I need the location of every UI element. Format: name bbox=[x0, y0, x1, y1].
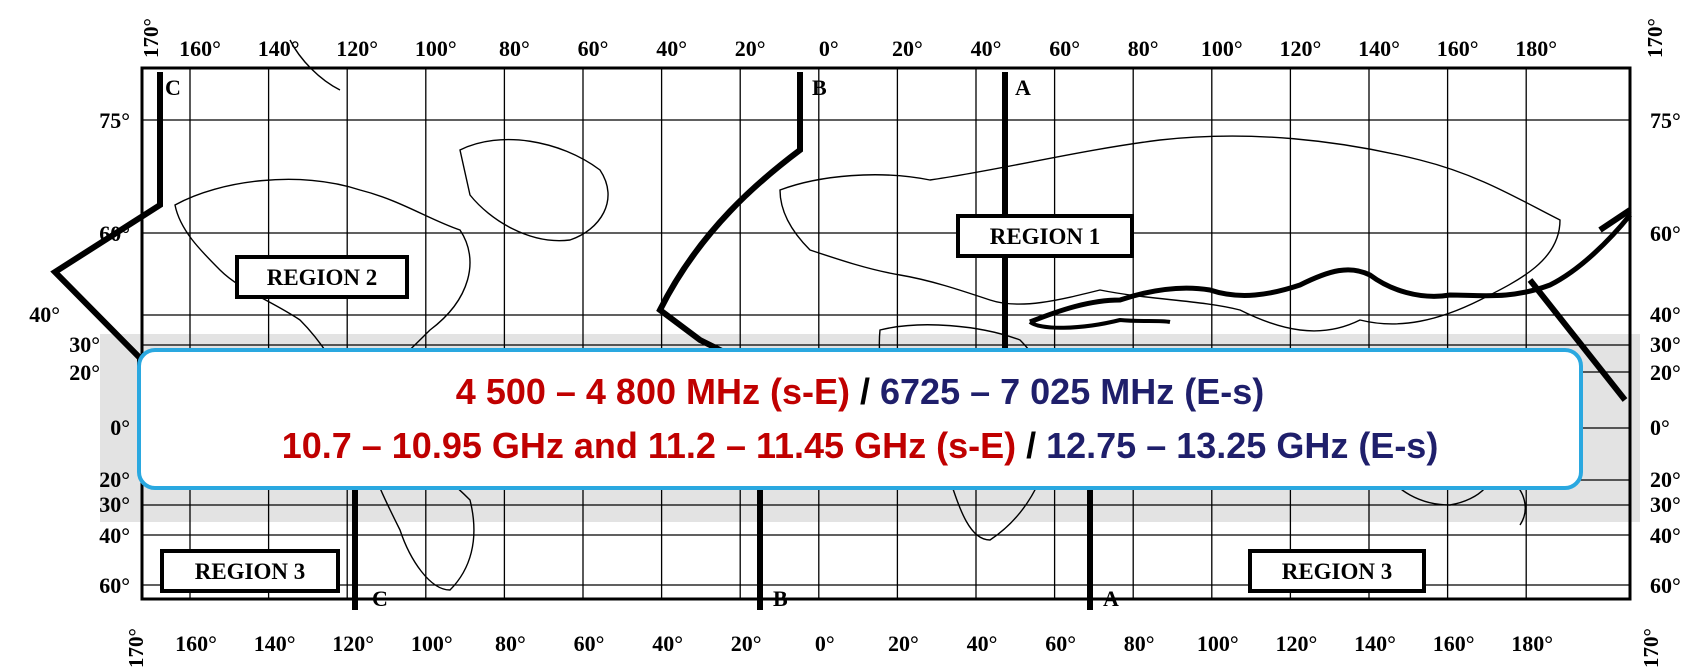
uplink-band-c: 6725 – 7 025 MHz (E-s) bbox=[880, 371, 1265, 412]
longitude-tick-label: 180° bbox=[1511, 631, 1553, 656]
longitude-tick-label: 60° bbox=[574, 631, 605, 656]
right-latitude-labels: 75°60°40°30°20°0°20°30°40°60° bbox=[1650, 108, 1681, 598]
longitude-tick-label: 40° bbox=[652, 631, 683, 656]
latitude-tick-label: 40° bbox=[99, 523, 130, 548]
longitude-tick-label: 160° bbox=[1437, 36, 1479, 61]
boundary-line-b bbox=[656, 72, 803, 610]
region-3-right-label: REGION 3 bbox=[1282, 559, 1393, 584]
latitude-tick-label: 60° bbox=[1650, 573, 1681, 598]
longitude-tick-label: 0° bbox=[815, 631, 835, 656]
longitude-tick-label: 20° bbox=[735, 36, 766, 61]
downlink-band-ku: 10.7 – 10.95 GHz and 11.2 – 11.45 GHz (s… bbox=[281, 425, 1017, 466]
line-b-top-label: B bbox=[812, 75, 827, 100]
latitude-tick-label: 60° bbox=[99, 573, 130, 598]
callout-line-2: 10.7 – 10.95 GHz and 11.2 – 11.45 GHz (s… bbox=[282, 419, 1439, 473]
frequency-bands-callout: 4 500 – 4 800 MHz (s-E) / 6725 – 7 025 M… bbox=[137, 348, 1583, 490]
separator-1: / bbox=[850, 371, 881, 412]
longitude-tick-label: 80° bbox=[499, 36, 530, 61]
longitude-tick-label: 100° bbox=[1201, 36, 1243, 61]
latitude-tick-label: 0° bbox=[1650, 415, 1670, 440]
latitude-tick-label: 30° bbox=[1650, 492, 1681, 517]
line-c-bottom-label: C bbox=[372, 586, 388, 611]
longitude-tick-label: 180° bbox=[1515, 36, 1557, 61]
longitude-tick-label: 20° bbox=[892, 36, 923, 61]
corner-longitude-bottom-right: 170° bbox=[1639, 628, 1663, 668]
region-3-right-box: REGION 3 bbox=[1248, 549, 1426, 593]
longitude-tick-label: 100° bbox=[411, 631, 453, 656]
longitude-tick-label: 160° bbox=[1433, 631, 1475, 656]
line-a-bottom-label: A bbox=[1103, 586, 1119, 611]
longitude-tick-label: 120° bbox=[1275, 631, 1317, 656]
region-boundary-line-asia-south bbox=[1028, 317, 1171, 330]
left-latitude-labels: 75°60°40°30°20°0°20°30°40°60° bbox=[29, 108, 130, 598]
longitude-tick-label: 80° bbox=[1128, 36, 1159, 61]
longitude-tick-label: 80° bbox=[495, 631, 526, 656]
longitude-tick-label: 80° bbox=[1124, 631, 1155, 656]
uplink-band-ku: 12.75 – 13.25 GHz (E-s) bbox=[1046, 425, 1439, 466]
latitude-tick-label: 30° bbox=[1650, 332, 1681, 357]
region-3-left-box: REGION 3 bbox=[160, 549, 340, 593]
bottom-longitude-labels: 160° 140° 120° 100° 80° 60° 40° 20° 0° 20° 40° 60° 8… bbox=[175, 631, 1553, 656]
region-2-label: REGION 2 bbox=[267, 265, 378, 290]
longitude-tick-label: 140° bbox=[1354, 631, 1396, 656]
latitude-tick-label: 40° bbox=[1650, 302, 1681, 327]
latitude-tick-label: 20° bbox=[99, 467, 130, 492]
longitude-tick-label: 140° bbox=[1358, 36, 1400, 61]
callout-line-1: 4 500 – 4 800 MHz (s-E) / 6725 – 7 025 M… bbox=[456, 365, 1264, 419]
longitude-tick-label: 20° bbox=[731, 631, 762, 656]
longitude-tick-label: 0° bbox=[819, 36, 839, 61]
corner-longitude-top-left: 170° bbox=[139, 18, 163, 58]
map-frame bbox=[140, 66, 1632, 601]
downlink-band-c: 4 500 – 4 800 MHz (s-E) bbox=[455, 371, 850, 412]
longitude-tick-label: 100° bbox=[415, 36, 457, 61]
boundary-line-east-top bbox=[1598, 207, 1632, 233]
longitude-tick-label: 120° bbox=[1279, 36, 1321, 61]
latitude-tick-label: 75° bbox=[99, 108, 130, 133]
latitude-tick-label: 30° bbox=[99, 492, 130, 517]
longitude-tick-label: 160° bbox=[179, 36, 221, 61]
top-longitude-labels: 160° 140° 120° 100° 80° 60° 40° 20° 0° 20° 40° 60° 8… bbox=[179, 36, 1557, 61]
latitude-tick-label: 30° bbox=[69, 332, 100, 357]
latitude-tick-label: 40° bbox=[1650, 523, 1681, 548]
longitude-tick-label: 120° bbox=[336, 36, 378, 61]
region-3-left-label: REGION 3 bbox=[195, 559, 306, 584]
region-2-box: REGION 2 bbox=[235, 255, 409, 299]
corner-longitude-bottom-left: 170° bbox=[124, 628, 148, 668]
longitude-tick-label: 100° bbox=[1197, 631, 1239, 656]
latitude-tick-label: 60° bbox=[99, 221, 130, 246]
latitude-tick-label: 40° bbox=[29, 302, 60, 327]
corner-longitude-top-right: 170° bbox=[1643, 18, 1667, 58]
region-boundary-line-asia bbox=[1029, 213, 1632, 325]
longitude-tick-label: 60° bbox=[1049, 36, 1080, 61]
latitude-tick-label: 20° bbox=[1650, 360, 1681, 385]
longitude-tick-label: 40° bbox=[967, 631, 998, 656]
longitude-tick-label: 60° bbox=[578, 36, 609, 61]
region-1-box: REGION 1 bbox=[956, 214, 1134, 258]
line-b-bottom-label: B bbox=[773, 586, 788, 611]
longitude-tick-label: 40° bbox=[656, 36, 687, 61]
boundary-line-east bbox=[1527, 278, 1628, 402]
longitude-tick-label: 120° bbox=[332, 631, 374, 656]
separator-2: / bbox=[1016, 425, 1047, 466]
latitude-tick-label: 0° bbox=[110, 415, 130, 440]
latitude-tick-label: 75° bbox=[1650, 108, 1681, 133]
longitude-tick-label: 160° bbox=[175, 631, 217, 656]
longitude-tick-label: 20° bbox=[888, 631, 919, 656]
line-a-top-label: A bbox=[1015, 75, 1031, 100]
line-c-top-label: C bbox=[165, 75, 181, 100]
region-1-label: REGION 1 bbox=[990, 224, 1101, 249]
latitude-tick-label: 60° bbox=[1650, 221, 1681, 246]
latitude-tick-label: 20° bbox=[69, 360, 100, 385]
longitude-tick-label: 140° bbox=[254, 631, 296, 656]
longitude-tick-label: 140° bbox=[258, 36, 300, 61]
longitude-tick-label: 40° bbox=[971, 36, 1002, 61]
latitude-tick-label: 20° bbox=[1650, 467, 1681, 492]
longitude-tick-label: 60° bbox=[1045, 631, 1076, 656]
